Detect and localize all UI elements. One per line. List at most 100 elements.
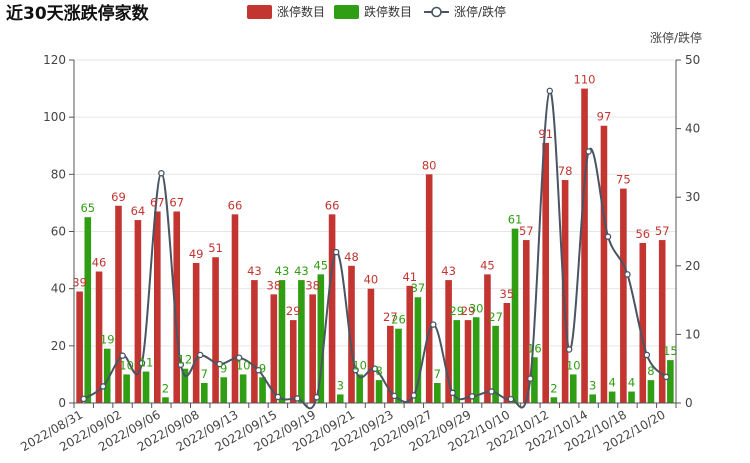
bar-up [231,214,239,403]
bar-up [154,211,161,403]
chart-title: 近30天涨跌停家数 [6,3,150,24]
bar-up [289,320,297,403]
bar-up [581,88,588,403]
bar-down [259,377,266,403]
y-tick-label: 100 [43,110,66,124]
ratio-point [352,366,359,374]
data-label-down: 10 [236,358,251,372]
bar-up [658,240,666,403]
bar-up [639,242,647,403]
data-label-down: 2 [162,381,169,395]
data-label-up: 29 [286,304,301,318]
data-label-up: 39 [72,276,87,290]
y-tick-label: 60 [51,225,66,239]
ratio-point [294,395,301,402]
ratio-point [196,351,204,359]
data-label-up: 41 [402,270,417,284]
ratio-point [138,359,146,367]
bar-up [328,214,336,403]
y2-tick-label: 20 [685,259,700,273]
bar-down [647,380,655,403]
ratio-point [332,248,340,256]
ratio-point [449,389,456,397]
ratio-point [119,352,126,359]
ratio-point [410,392,418,399]
legend-label: 涨停数目 [277,4,325,19]
bar-up [212,257,219,403]
bar-down [278,280,286,403]
bar-down [220,377,228,403]
bar-up [600,125,608,403]
data-label-down: 4 [628,376,635,390]
data-label-down: 9 [220,361,227,375]
legend-marker [431,6,442,18]
bar-down [201,382,208,403]
data-label-up: 67 [169,195,184,209]
data-label-up: 29 [461,304,476,318]
bar-down [434,382,441,403]
bar-down [628,391,635,403]
ratio-point [255,366,262,374]
bar-down [472,317,480,403]
bar-down [123,374,130,403]
ratio-point [177,361,185,368]
bar-up [561,180,569,403]
data-label-up: 49 [189,247,204,261]
data-label-up: 78 [558,164,573,178]
y-tick-label: 120 [43,53,66,67]
bar-down [569,374,577,403]
bar-up [95,271,103,403]
data-label-up: 43 [441,264,456,278]
bar-up [348,265,355,403]
data-label-down: 9 [259,361,266,375]
y2-tick-label: 50 [685,53,700,67]
bar-down [667,360,674,403]
legend-label: 跌停数目 [364,4,412,19]
ratio-point [663,373,670,381]
bar-down [103,348,111,403]
data-label-up: 57 [655,224,670,238]
data-label-up: 40 [364,273,379,287]
bar-up [76,291,83,403]
ratio-point [527,375,534,382]
bar-up [251,280,258,403]
ratio-point [235,354,243,361]
data-label-up: 38 [305,278,320,292]
data-label-down: 16 [527,341,542,355]
y2-tick-label: 40 [685,122,700,136]
data-label-up: 45 [480,258,495,272]
ratio-point [624,271,631,278]
bar-up [192,262,200,403]
data-label-up: 48 [344,250,359,264]
ratio-point [391,392,398,400]
ratio-point [604,233,612,240]
data-label-down: 61 [508,213,523,227]
y-tick-label: 80 [51,167,66,181]
bar-down [414,297,422,403]
bar-up [464,320,472,403]
data-label-up: 43 [247,264,262,278]
data-label-up: 110 [574,73,596,87]
data-label-down: 15 [663,344,678,358]
y-tick-label: 40 [51,282,66,296]
ratio-point [430,321,437,328]
data-label-down: 27 [488,310,503,324]
y-tick-label: 20 [51,339,66,353]
ratio-point [371,365,379,372]
bar-up [387,325,394,403]
bar-down [298,280,305,403]
data-label-up: 97 [597,110,612,124]
data-label-down: 10 [119,358,134,372]
data-label-down: 43 [275,264,290,278]
legend-swatch [247,5,272,19]
bar-down [608,391,616,403]
bar-up [367,288,375,403]
data-label-up: 91 [538,127,553,141]
data-label-down: 3 [337,378,344,392]
data-label-up: 46 [92,256,107,270]
data-label-up: 66 [228,198,243,212]
bar-down [317,274,325,403]
data-label-down: 4 [608,376,615,390]
data-label-down: 19 [100,333,115,347]
